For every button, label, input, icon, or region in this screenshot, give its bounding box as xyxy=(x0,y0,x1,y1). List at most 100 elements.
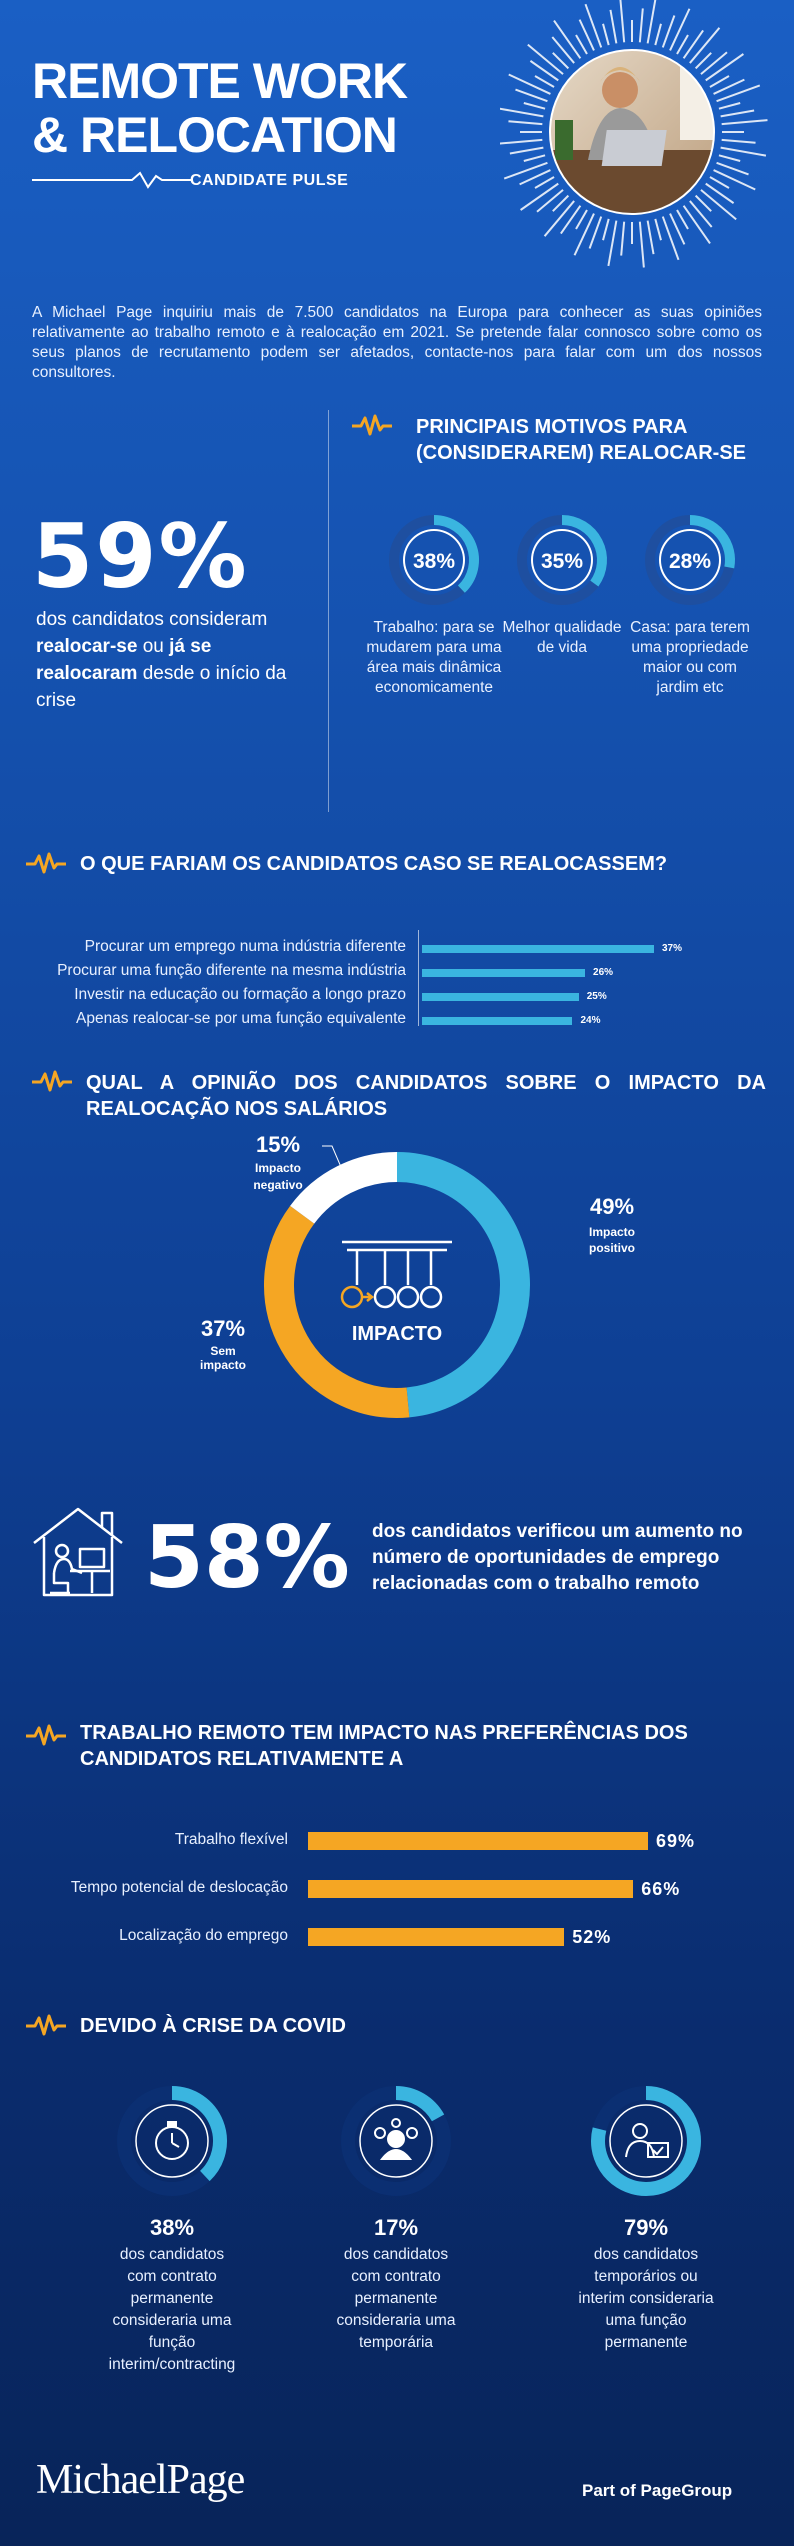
sunburst-ray xyxy=(534,176,555,189)
salary-segment xyxy=(396,1152,530,1418)
sunburst-ray xyxy=(716,84,761,103)
sunburst-ray xyxy=(713,169,756,191)
title-line-2: & RELOCATION xyxy=(32,107,398,163)
covid-text: dos candidatos com contrato permanente c… xyxy=(108,2246,236,2373)
motive-label: Melhor qualidade de vida xyxy=(502,619,622,656)
motives-heading: PRINCIPAIS MOTIVOS PARA (CONSIDERAREM) R… xyxy=(416,414,776,466)
would-do-bar xyxy=(422,945,654,953)
pagegroup-tagline: Part of PageGroup xyxy=(582,2481,733,2500)
donut-arc xyxy=(689,515,735,569)
donut-arc xyxy=(561,515,607,587)
sunburst-ray xyxy=(602,23,610,46)
sunburst-ray xyxy=(705,182,735,204)
sunburst-ray xyxy=(552,194,570,212)
sunburst-ray xyxy=(646,220,655,255)
sunburst-ray xyxy=(527,43,564,75)
salary-pct-positive: 49% xyxy=(589,1194,635,1219)
intro-paragraph: A Michael Page inquiriu mais de 7.500 ca… xyxy=(32,304,762,381)
would-do-bar xyxy=(422,1017,573,1025)
page-title: REMOTE WORK & RELOCATION xyxy=(32,54,408,163)
donut-arc xyxy=(395,2086,445,2122)
sunburst-ray xyxy=(689,27,721,64)
sunburst-ray xyxy=(536,189,564,213)
sunburst-ray xyxy=(619,0,626,43)
sunburst-ray xyxy=(646,0,657,44)
stat-58-text: dos candidatos verificou um aumento no n… xyxy=(372,1521,743,1594)
covid-donut xyxy=(341,2086,451,2196)
sunburst-ray xyxy=(718,102,741,110)
sunburst-ray xyxy=(721,119,768,126)
sunburst-ray xyxy=(654,218,662,241)
motive-pct: 28% xyxy=(669,550,711,573)
would-do-value: 37% xyxy=(662,943,683,954)
sunburst-ray xyxy=(720,109,755,118)
salary-text-negative: Impacto negativo xyxy=(253,1161,303,1192)
donut-inner-fill xyxy=(661,531,719,589)
subtitle: CANDIDATE PULSE xyxy=(190,172,349,189)
sunburst-ray xyxy=(721,138,756,144)
would-do-value: 26% xyxy=(593,967,614,978)
pulse-line-icon xyxy=(32,171,192,189)
sunburst-ray xyxy=(669,213,686,245)
vertical-divider xyxy=(328,410,329,812)
motive-label: Casa: para terem uma propriedade maior o… xyxy=(630,619,750,696)
preference-bar xyxy=(308,1880,634,1898)
sunburst-ray xyxy=(578,19,595,51)
salary-text-positive: Impacto positivo xyxy=(588,1225,635,1255)
sunburst-ray xyxy=(500,138,543,145)
home-office-icon xyxy=(33,1507,123,1597)
preference-bar xyxy=(308,1928,565,1946)
sunburst-ray xyxy=(508,73,551,95)
donut-inner-ring xyxy=(135,2104,209,2178)
stat-59-text-b: realocar-se xyxy=(36,636,138,657)
bar-axis xyxy=(418,930,419,1026)
covid-pct: 79% xyxy=(623,2215,669,2240)
sunburst-ray xyxy=(709,75,730,88)
would-do-value: 24% xyxy=(580,1015,601,1026)
sunburst-ray xyxy=(638,221,645,268)
sunburst-ray xyxy=(560,205,582,235)
sunburst-ray xyxy=(575,209,588,230)
sunburst-ray xyxy=(654,23,662,46)
sunburst-ray xyxy=(713,78,745,95)
sunburst-ray xyxy=(529,60,559,82)
sunburst-ray xyxy=(553,20,582,59)
salary-heading: QUAL A OPINIÃO DOS CANDIDATOS SOBRE O IM… xyxy=(86,1070,766,1122)
sunburst-ray xyxy=(602,218,610,241)
sunburst-ray xyxy=(676,209,689,230)
sunburst-ray xyxy=(508,120,543,126)
sunburst-ray xyxy=(716,161,749,176)
sunburst-ray xyxy=(700,51,728,75)
sunburst-ray xyxy=(551,36,575,64)
motive-donut: 28% xyxy=(645,515,735,605)
sunburst-ray xyxy=(607,220,618,267)
covid-pct: 38% xyxy=(149,2215,195,2240)
covid-heading: DEVIDO À CRISE DA COVID xyxy=(80,2015,346,2037)
salary-center-label: IMPACTO xyxy=(352,1323,442,1345)
stat-59-text-c: ou xyxy=(142,636,164,657)
sunburst-ray xyxy=(503,161,548,180)
preferences-heading: TRABALHO REMOTO TEM IMPACTO NAS PREFERÊN… xyxy=(80,1720,780,1772)
salary-donut-chart: IMPACTO xyxy=(264,1152,530,1418)
stat-58-value: 58% xyxy=(144,1508,350,1608)
sunburst-ray xyxy=(620,221,626,256)
sunburst-ray xyxy=(661,216,680,261)
hero-photo xyxy=(500,0,768,268)
sunburst-ray xyxy=(720,146,767,157)
would-do-heading: O QUE FARIAM OS CANDIDATOS CASO SE REALO… xyxy=(80,853,668,875)
leader-line xyxy=(322,1145,345,1175)
donut-arc xyxy=(591,2086,701,2196)
salary-label-neutral: 37% Sem impacto xyxy=(186,1316,260,1372)
sunburst-ray xyxy=(519,169,551,186)
worker-laptop-icon xyxy=(625,2123,669,2158)
stat-59-text: dos candidatos consideram realocar-se ou… xyxy=(36,606,306,714)
sunburst-ray xyxy=(689,200,713,228)
salary-segment xyxy=(264,1205,410,1418)
donut-arc xyxy=(433,515,479,593)
sunburst-ray xyxy=(718,154,741,162)
michael-page-logo: MichaelPage xyxy=(36,2456,245,2504)
sunburst-ray xyxy=(534,75,555,88)
sunburst-ray xyxy=(609,9,618,44)
preference-label: Tempo potencial de deslocação xyxy=(70,1879,288,1896)
sunburst-ray xyxy=(682,205,711,244)
